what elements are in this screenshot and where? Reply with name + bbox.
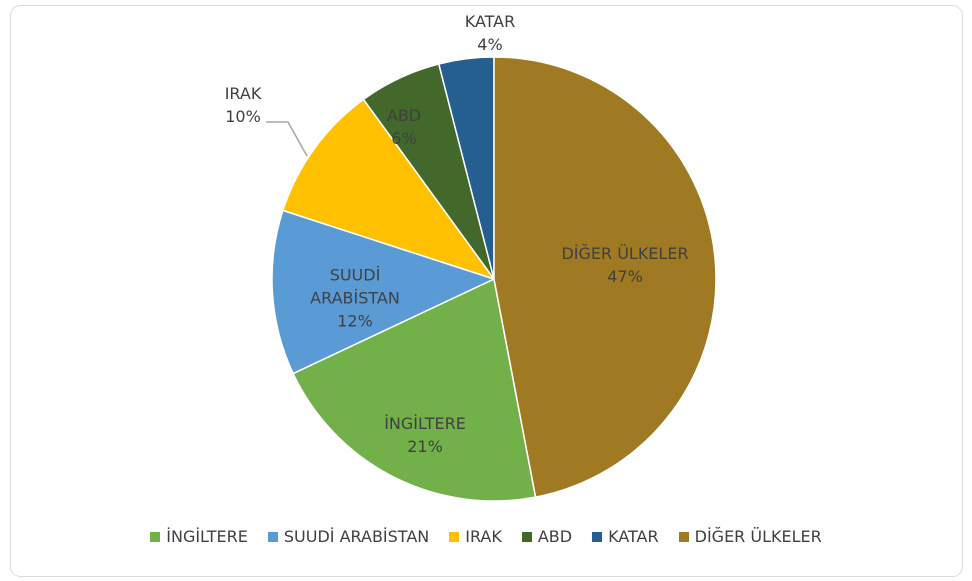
legend-label: ABD xyxy=(537,527,573,546)
data-label-value: 10% xyxy=(225,107,261,126)
data-label-name: SUUDİ ARABİSTAN xyxy=(310,265,400,308)
legend-item: İNGİLTERE xyxy=(150,527,248,546)
data-label-name: IRAK xyxy=(224,84,262,103)
legend-swatch xyxy=(267,531,278,542)
legend-label: IRAK xyxy=(465,527,502,546)
legend: İNGİLTERE SUUDİ ARABİSTAN IRAK ABD KATAR DİĞE… xyxy=(0,527,972,546)
legend-label: KATAR xyxy=(608,527,659,546)
legend-item: KATAR xyxy=(592,527,659,546)
pie-slice xyxy=(292,277,537,502)
data-label-value: 21% xyxy=(407,437,443,456)
data-label-value: 12% xyxy=(337,311,373,331)
data-label: İNGİLTERE 21% xyxy=(340,412,510,458)
legend-swatch xyxy=(678,531,689,542)
data-label: SUUDİ ARABİSTAN 12% xyxy=(300,264,410,333)
data-label-name: ABD xyxy=(386,106,422,125)
legend-label: SUUDİ ARABİSTAN xyxy=(283,527,430,546)
leader-line xyxy=(266,121,308,157)
legend-item: ABD xyxy=(521,527,573,546)
legend-item: DİĞER ÜLKELER xyxy=(678,527,822,546)
legend-swatch xyxy=(592,531,603,542)
data-label: DİĞER ÜLKELER 47% xyxy=(540,242,710,288)
legend-swatch xyxy=(449,531,460,542)
data-label-name: KATAR xyxy=(464,12,516,31)
legend-label: DİĞER ÜLKELER xyxy=(694,527,822,546)
data-label-value: 4% xyxy=(477,35,503,54)
data-label: KATAR 4% xyxy=(435,10,545,56)
legend-item: IRAK xyxy=(449,527,502,546)
legend-swatch xyxy=(150,531,161,542)
pie-slice xyxy=(271,209,497,375)
legend-item: SUUDİ ARABİSTAN xyxy=(267,527,430,546)
data-label: ABD 6% xyxy=(349,104,459,150)
pie-slice xyxy=(493,56,717,498)
data-label-name: İNGİLTERE xyxy=(384,414,466,433)
data-label-name: DİĞER ÜLKELER xyxy=(561,244,689,263)
legend-swatch xyxy=(521,531,532,542)
pie-slice xyxy=(281,98,496,281)
data-label-value: 47% xyxy=(607,267,643,286)
legend-label: İNGİLTERE xyxy=(166,527,248,546)
data-label: IRAK 10% xyxy=(188,82,298,128)
data-label-value: 6% xyxy=(391,129,417,148)
